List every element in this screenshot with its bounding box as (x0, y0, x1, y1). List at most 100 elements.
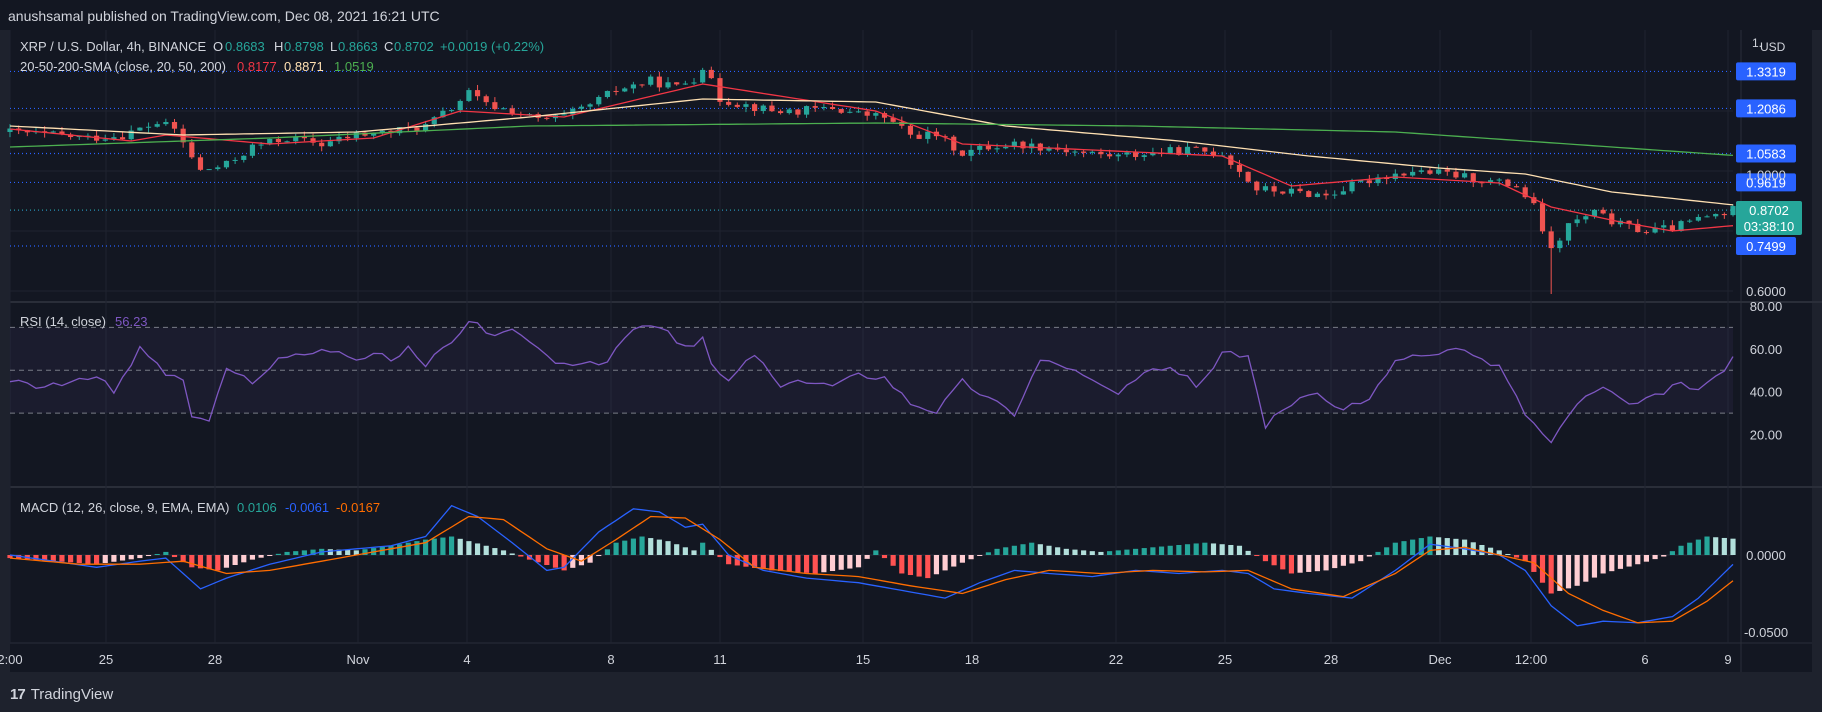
macd-histogram-bar (1132, 548, 1139, 555)
candle-body (1081, 151, 1087, 153)
macd-histogram-bar (119, 555, 126, 561)
candle-body (760, 105, 766, 111)
candle-body (1583, 216, 1589, 220)
macd-histogram-bar (1617, 555, 1624, 569)
macd-histogram-bar (561, 555, 567, 571)
macd-histogram-bar (1184, 544, 1191, 555)
last-price-tag (1736, 200, 1802, 235)
candle-body (890, 117, 896, 122)
candle-body (786, 109, 792, 114)
macd-histogram-bar (1565, 555, 1572, 589)
candle-body (163, 122, 169, 125)
candle-body (50, 131, 56, 133)
macd-histogram-bar (1219, 544, 1225, 555)
macd-histogram-bar (1410, 539, 1416, 555)
macd-histogram-bar (1721, 537, 1727, 555)
macd-histogram-bar (1306, 555, 1312, 572)
macd-histogram-bar (232, 555, 238, 566)
macd-histogram-bar (171, 555, 178, 558)
macd-histogram-bar (1479, 544, 1485, 555)
macd-histogram-bar (1193, 543, 1199, 555)
ohlc-close-label: C (384, 39, 393, 54)
macd-histogram-bar (803, 555, 810, 573)
macd-histogram-bar (1661, 555, 1667, 557)
macd-histogram-bar (50, 555, 56, 562)
macd-histogram-bar (613, 542, 619, 555)
macd-histogram-bar (1427, 536, 1433, 555)
candle-body (1730, 206, 1736, 216)
rsi-tick-label: 40.00 (1750, 385, 1783, 400)
candle-body (189, 142, 195, 158)
macd-histogram-bar (778, 555, 784, 572)
candle-body (206, 169, 212, 171)
sma-label: 20-50-200-SMA (close, 20, 50, 200) (20, 59, 226, 74)
candle-body (1427, 170, 1433, 174)
candle-body (336, 136, 342, 142)
candle-body (1323, 193, 1329, 196)
macd-histogram-bar (249, 555, 256, 560)
macd-histogram-bar (1695, 539, 1701, 555)
level-tag-label: 1.2086 (1746, 101, 1786, 116)
time-tick-label: 22 (1109, 652, 1123, 667)
macd-histogram-bar (1271, 555, 1277, 566)
candle-body (916, 134, 922, 139)
macd-histogram-bar (1314, 555, 1320, 572)
candle-body (111, 137, 117, 140)
macd-histogram-bar (864, 555, 870, 559)
macd-histogram-bar (284, 551, 290, 555)
rsi-label: RSI (14, close) (20, 314, 106, 329)
macd-histogram-bar (1539, 555, 1546, 583)
macd-histogram-bar (648, 538, 654, 555)
level-tag (1736, 173, 1796, 192)
level-tag-label: 1.3319 (1746, 64, 1786, 79)
candle-body (492, 102, 498, 110)
macd-histogram-bar (68, 555, 74, 563)
macd-histogram-bar (1011, 545, 1017, 555)
time-tick-label: 9 (1724, 652, 1731, 667)
macd-histogram-bar (128, 555, 134, 560)
ohlc-close: 0.8702 (394, 39, 434, 54)
macd-histogram-bar (1098, 551, 1104, 555)
macd-histogram-bar (665, 541, 671, 555)
macd-histogram-bar (604, 549, 611, 555)
candle-body (1306, 191, 1312, 197)
macd-histogram-bar (327, 549, 333, 555)
candle-body (1020, 141, 1026, 149)
macd-histogram-bar (942, 555, 948, 571)
macd-histogram-bar (977, 555, 983, 556)
macd-histogram-bar (345, 549, 351, 555)
tradingview-logo[interactable]: 17 TradingView (10, 686, 113, 703)
candle-body (1522, 187, 1528, 198)
sma200-value: 1.0519 (334, 59, 374, 74)
macd-histogram-bar (1487, 547, 1494, 555)
candle-body (1271, 186, 1277, 192)
ohlc-open-label: O (213, 39, 223, 54)
macd-histogram-bar (483, 545, 489, 555)
candle-body (1046, 147, 1052, 151)
candle-body (1453, 171, 1459, 178)
macd-histogram-bar (85, 555, 91, 564)
macd-histogram-bar (223, 555, 230, 568)
macd-histogram-bar (1115, 550, 1121, 555)
candle-body (881, 113, 888, 118)
candle-body (1375, 177, 1381, 184)
sma20-value: 0.8177 (237, 59, 277, 74)
price-tick-label: 0.6000 (1746, 284, 1786, 299)
macd-histogram-bar (1609, 555, 1615, 572)
macd-histogram-bar (1548, 555, 1554, 594)
macd-histogram-bar (1020, 544, 1026, 555)
candle-body (1176, 147, 1182, 155)
macd-histogram-bar (1046, 545, 1052, 555)
macd-histogram-bar (1505, 553, 1511, 555)
candle-body (1254, 181, 1260, 191)
candle-body (795, 109, 801, 115)
macd-histogram-bar (1557, 555, 1563, 591)
macd-histogram-bar (1210, 543, 1217, 555)
candle-body (803, 106, 810, 115)
candle-body (1141, 155, 1147, 157)
candle-body (1687, 220, 1693, 222)
candle-body (769, 105, 775, 112)
candle-body (1288, 188, 1295, 194)
candle-body (1358, 180, 1364, 182)
